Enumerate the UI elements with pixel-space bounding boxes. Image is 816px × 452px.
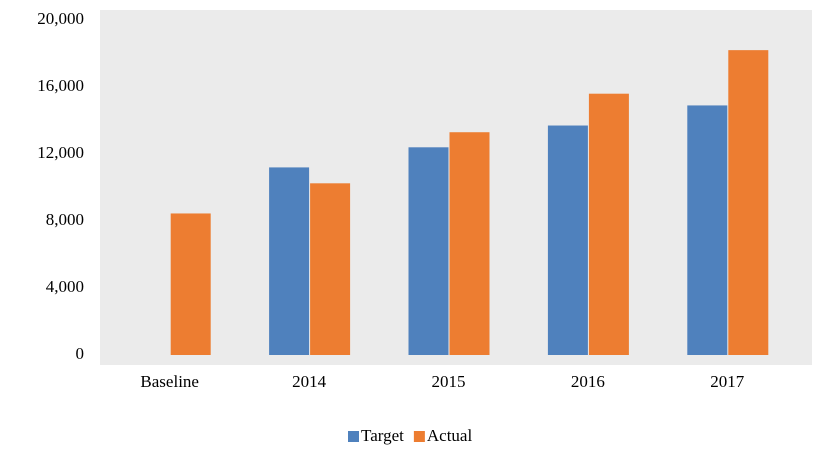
- bar: [687, 105, 728, 355]
- legend-label: Actual: [427, 426, 473, 445]
- bar: [408, 147, 449, 355]
- x-tick-label: Baseline: [140, 372, 199, 391]
- legend-swatch: [348, 431, 359, 442]
- y-tick-label: 12,000: [37, 143, 84, 162]
- bar: [269, 167, 310, 355]
- y-tick-label: 16,000: [37, 76, 84, 95]
- bar: [588, 93, 629, 355]
- y-tick-label: 0: [76, 344, 85, 363]
- y-tick-label: 4,000: [46, 277, 84, 296]
- legend-swatch: [413, 431, 425, 442]
- bar: [170, 213, 211, 355]
- legend-label: Target: [361, 426, 404, 445]
- x-tick-label: 2016: [571, 372, 605, 391]
- bar: [310, 183, 351, 355]
- x-tick-label: 2017: [710, 372, 745, 391]
- x-tick-label: 2015: [432, 372, 466, 391]
- bar: [547, 125, 588, 356]
- bar: [728, 50, 769, 356]
- x-tick-label: 2014: [292, 372, 327, 391]
- bar: [449, 132, 490, 355]
- y-tick-label: 8,000: [46, 210, 84, 229]
- y-tick-label: 20,000: [37, 9, 84, 28]
